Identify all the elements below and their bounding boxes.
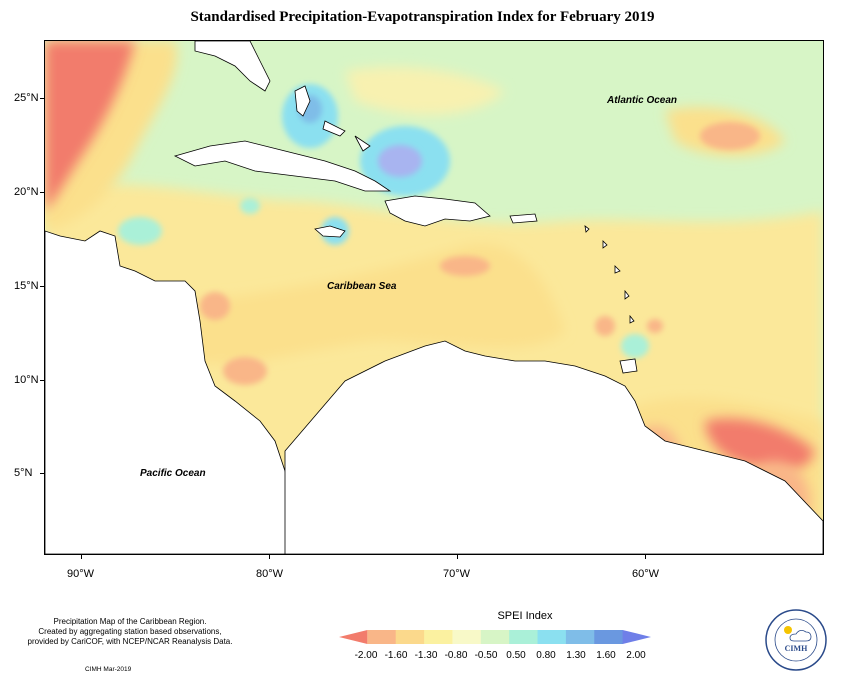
hispaniola (384, 195, 491, 227)
caption-line: Created by aggregating station based obs… (38, 627, 222, 636)
pacific-ocean-label: Pacific Ocean (140, 468, 206, 479)
jamaica (314, 225, 346, 238)
map-caption: Precipitation Map of the Caribbean Regio… (10, 617, 250, 647)
legend-tick-label: -0.80 (444, 650, 468, 661)
legend-title: SPEI Index (497, 610, 553, 622)
legend-tick-label: -2.00 (354, 650, 378, 661)
lesser-antilles (584, 225, 635, 324)
logo-text: CIMH (785, 644, 808, 653)
legend-tick-label: 0.80 (536, 650, 556, 661)
legend-swatch (395, 630, 425, 644)
cuba (173, 140, 392, 192)
legend-swatch (452, 630, 482, 644)
legend-tick-label: -0.50 (474, 650, 498, 661)
trinidad (619, 358, 638, 374)
legend-swatch (537, 630, 567, 644)
lat-tick (40, 98, 44, 99)
lon-label-80w: 80°W (256, 568, 284, 580)
lat-label-20n: 20°N (14, 186, 39, 198)
legend-swatch (339, 630, 368, 644)
caribbean-sea-label: Caribbean Sea (327, 281, 397, 292)
legend-swatch (622, 630, 651, 644)
lon-label-90w: 90°W (67, 568, 95, 580)
lat-label-5n: 5°N (14, 467, 33, 479)
map-frame: Atlantic Ocean Caribbean Sea Pacific Oce… (44, 40, 824, 555)
legend-swatches (339, 630, 651, 644)
lat-tick (40, 473, 44, 474)
lon-tick (645, 554, 646, 559)
legend-swatch (509, 630, 539, 644)
lon-label-70w: 70°W (443, 568, 471, 580)
atlantic-ocean-label: Atlantic Ocean (607, 95, 678, 106)
lon-tick (81, 554, 82, 559)
lat-label-15n: 15°N (14, 280, 39, 292)
legend-tick-label: 1.30 (566, 650, 586, 661)
legend-swatch (565, 630, 595, 644)
lat-label-25n: 25°N (14, 92, 39, 104)
florida (194, 41, 271, 92)
legend-tick-label: -1.30 (414, 650, 438, 661)
lat-tick (40, 380, 44, 381)
legend-tick-label: -1.60 (384, 650, 408, 661)
lat-tick (40, 286, 44, 287)
south-america (284, 340, 823, 554)
cimh-logo: CIMH (765, 609, 827, 671)
legend-tick-label: 0.50 (506, 650, 526, 661)
puerto-rico (509, 213, 538, 224)
spei-map (45, 41, 823, 554)
map-title: Standardised Precipitation-Evapotranspir… (190, 9, 655, 25)
bahamas (294, 85, 371, 152)
lon-tick (457, 554, 458, 559)
legend-tick-label: 1.60 (596, 650, 616, 661)
lon-tick (269, 554, 270, 559)
caption-line: Precipitation Map of the Caribbean Regio… (53, 617, 207, 626)
lat-tick (40, 192, 44, 193)
credit-text: CIMH Mar-2019 (85, 666, 132, 673)
lat-label-10n: 10°N (14, 374, 39, 386)
legend-tick-label: 2.00 (626, 650, 646, 661)
legend-swatch (480, 630, 510, 644)
legend-swatch (594, 630, 624, 644)
legend-colorbar (339, 630, 651, 644)
legend-swatch (424, 630, 453, 644)
land (45, 41, 823, 554)
lon-label-60w: 60°W (632, 568, 660, 580)
legend-swatch (367, 630, 397, 644)
caption-line: provided by CariCOF, with NCEP/NCAR Rean… (27, 637, 233, 646)
